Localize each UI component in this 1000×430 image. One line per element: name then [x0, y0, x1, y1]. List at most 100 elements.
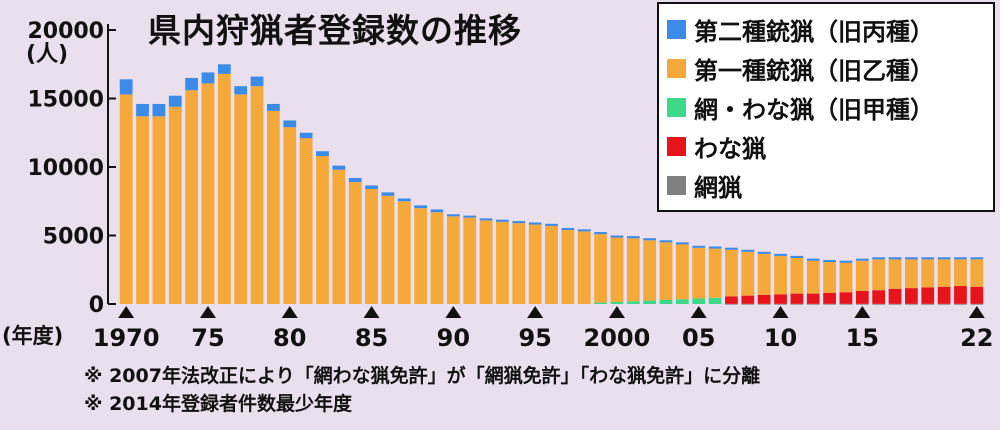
bar-segment	[675, 299, 689, 304]
bar-segment	[675, 242, 689, 245]
bar-segment	[692, 298, 706, 304]
bar-segment	[806, 258, 820, 261]
bar-segment	[872, 257, 886, 260]
chart-legend: 第二種銃猟（旧丙種） 第一種銃猟（旧乙種） 網・わな猟（旧甲種） わな猟 網猟	[657, 2, 995, 212]
x-tick-marker	[199, 306, 216, 318]
x-tick-label: 22	[960, 324, 993, 352]
bar-segment	[446, 214, 460, 217]
bar-segment	[872, 259, 886, 291]
bar-segment	[741, 295, 755, 304]
bar-segment	[692, 245, 706, 248]
legend-item-trap: わな猟	[667, 127, 985, 166]
bar-segment	[136, 103, 149, 117]
footnotes: ※ 2007年法改正により「網わな猟免許」が「網猟免許」「わな猟免許」に分離 ※…	[84, 362, 760, 418]
bar-segment	[397, 201, 411, 304]
bar-segment	[675, 244, 689, 300]
bar-segment	[626, 236, 640, 239]
bar-segment	[381, 192, 395, 196]
x-tick-marker	[363, 306, 380, 318]
bar-segment	[888, 257, 902, 260]
x-tick-label: 75	[191, 324, 224, 352]
bar-segment	[937, 303, 951, 305]
bar-segment	[561, 227, 575, 231]
bar-segment	[806, 293, 820, 304]
bar-segment	[970, 303, 984, 305]
bar-segment	[119, 79, 133, 95]
bar-segment	[479, 220, 493, 304]
bar-segment	[577, 231, 591, 304]
bar-segment	[250, 86, 264, 304]
bar-segment	[610, 237, 624, 302]
bar-segment	[790, 257, 804, 294]
bar-segment	[741, 251, 755, 296]
x-tick-marker	[118, 306, 135, 318]
bar-segment	[512, 223, 526, 304]
legend-swatch-net	[667, 176, 686, 195]
legend-item-type1-gun: 第一種銃猟（旧乙種）	[667, 49, 985, 88]
bar-segment	[905, 288, 918, 304]
y-tick-label: 15000	[27, 88, 104, 113]
legend-swatch-net-trap-old	[667, 98, 686, 117]
bar-segment	[185, 77, 198, 91]
legend-swatch-trap	[667, 137, 686, 156]
bar-segment	[757, 294, 771, 304]
legend-label-net-trap-old: 網・わな猟（旧甲種）	[694, 96, 934, 124]
bar-segment	[299, 132, 313, 139]
bar-segment	[790, 293, 804, 304]
bar-segment	[626, 238, 640, 302]
bar-segment	[430, 209, 444, 213]
bar-segment	[430, 212, 444, 304]
x-tick-marker	[854, 306, 871, 318]
y-tick-label: 20000	[27, 19, 104, 44]
x-tick-marker	[445, 306, 462, 318]
bar-segment	[217, 64, 231, 74]
y-tick-label: 10000	[27, 156, 104, 181]
bar-segment	[757, 251, 771, 254]
bar-segment	[855, 258, 869, 261]
bar-segment	[496, 221, 509, 304]
y-axis-unit-label: (人)	[26, 42, 69, 67]
bar-segment	[839, 260, 853, 263]
bar-segment	[823, 303, 836, 305]
bar-segment	[839, 262, 853, 293]
bar-segment	[823, 292, 836, 304]
axes-group: 0 5000 10000 15000 20000 1970 75 80 85 90 95 2000 05…	[27, 19, 993, 352]
x-axis-label: (年度)	[2, 324, 64, 348]
footnote-minimum-year: ※ 2014年登録者件数最少年度	[84, 393, 352, 415]
bar-segment	[725, 303, 738, 305]
bar-segment	[659, 240, 673, 243]
bar-segment	[577, 229, 591, 232]
x-tick-marker	[608, 306, 625, 318]
bar-segment	[872, 290, 886, 304]
bar-segment	[708, 248, 722, 298]
x-tick-marker	[772, 306, 789, 318]
bar-segment	[954, 257, 967, 260]
bar-segment	[774, 294, 787, 304]
bar-segment	[414, 205, 428, 209]
legend-item-net: 網猟	[667, 166, 985, 205]
legend-item-net-trap-old: 網・わな猟（旧甲種）	[667, 88, 985, 127]
bar-segment	[806, 303, 820, 305]
bar-segment	[528, 222, 542, 225]
bar-segment	[905, 259, 918, 289]
bar-segment	[921, 287, 935, 304]
bar-segment	[446, 216, 460, 304]
footnote-law-revision: ※ 2007年法改正により「網わな猟免許」が「網猟免許」「わな猟免許」に分離	[84, 365, 761, 387]
bar-segment	[136, 116, 149, 304]
bar-segment	[496, 219, 509, 222]
bars-group	[119, 64, 984, 305]
bar-segment	[872, 303, 886, 305]
bar-segment	[479, 218, 493, 221]
bar-segment	[888, 259, 902, 289]
legend-label-type2-gun: 第二種銃猟（旧丙種）	[694, 18, 934, 46]
bar-segment	[267, 110, 280, 304]
x-tick-marker	[527, 306, 544, 318]
bar-segment	[921, 303, 935, 305]
bar-segment	[921, 257, 935, 260]
bar-segment	[152, 103, 166, 117]
bar-segment	[855, 260, 869, 291]
bar-segment	[397, 198, 411, 202]
bar-segment	[954, 259, 967, 287]
bar-segment	[708, 297, 722, 304]
bar-segment	[626, 301, 640, 304]
